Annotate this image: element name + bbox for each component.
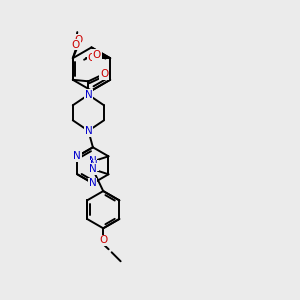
- Text: O: O: [100, 69, 108, 80]
- Text: O: O: [99, 235, 107, 245]
- Text: N: N: [85, 126, 92, 136]
- Text: O: O: [72, 40, 80, 50]
- Text: N: N: [85, 90, 92, 100]
- Text: N: N: [89, 178, 97, 188]
- Text: N: N: [90, 160, 98, 170]
- Text: O: O: [88, 53, 96, 63]
- Text: O: O: [93, 50, 101, 60]
- Text: N: N: [89, 164, 97, 174]
- Text: N: N: [89, 156, 97, 167]
- Text: N: N: [74, 151, 81, 161]
- Text: O: O: [74, 34, 82, 45]
